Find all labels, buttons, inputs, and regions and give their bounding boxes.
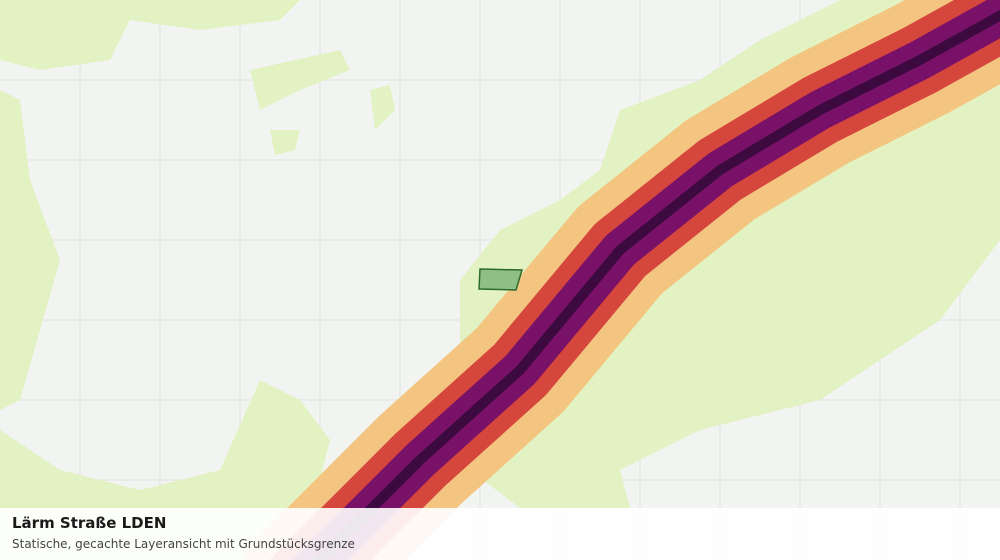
map-title: Lärm Straße LDEN: [12, 514, 167, 532]
parcel-boundary: [478, 268, 524, 291]
noise-bands: [243, 0, 1000, 560]
caption-bar: Lärm Straße LDEN Statische, gecachte Lay…: [0, 508, 1000, 560]
map-subtitle: Statische, gecachte Layeransicht mit Gru…: [12, 537, 355, 551]
